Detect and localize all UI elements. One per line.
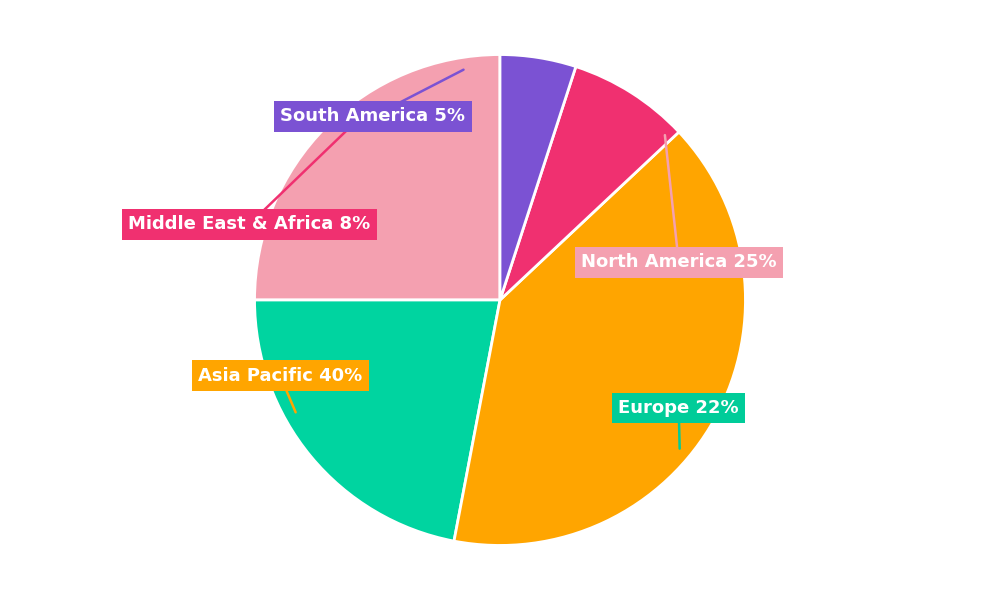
Text: North America 25%: North America 25% xyxy=(581,253,777,271)
Wedge shape xyxy=(500,55,576,300)
Text: Asia Pacific 40%: Asia Pacific 40% xyxy=(198,367,362,385)
Wedge shape xyxy=(500,67,679,300)
Wedge shape xyxy=(255,55,500,300)
Wedge shape xyxy=(255,300,500,541)
Text: South America 5%: South America 5% xyxy=(280,107,465,125)
Text: Europe 22%: Europe 22% xyxy=(618,399,739,417)
Wedge shape xyxy=(454,132,745,545)
Text: Middle East & Africa 8%: Middle East & Africa 8% xyxy=(128,215,370,233)
